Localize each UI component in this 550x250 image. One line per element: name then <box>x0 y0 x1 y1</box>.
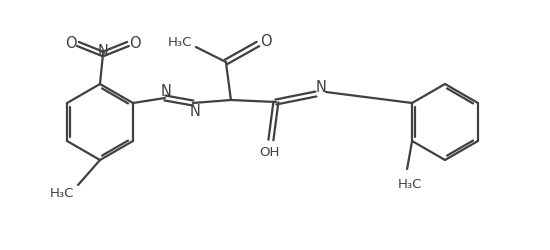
Text: N: N <box>189 104 200 119</box>
Text: O: O <box>129 35 141 50</box>
Text: OH: OH <box>260 146 280 159</box>
Text: H₃C: H₃C <box>50 187 74 200</box>
Text: N: N <box>161 83 172 98</box>
Text: O: O <box>65 35 77 50</box>
Text: O: O <box>260 34 272 49</box>
Text: N: N <box>97 44 108 59</box>
Text: H₃C: H₃C <box>398 177 422 190</box>
Text: H₃C: H₃C <box>168 36 192 49</box>
Text: N: N <box>316 79 326 94</box>
